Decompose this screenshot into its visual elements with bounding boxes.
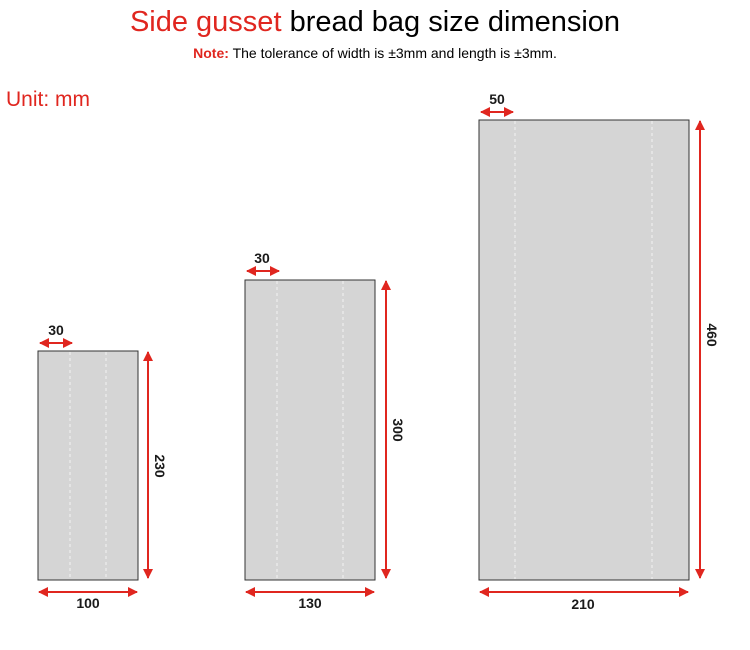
bag-2-width-label: 130 xyxy=(298,595,322,611)
title-accent: Side gusset xyxy=(129,6,282,38)
bag-1: 30 100 230 xyxy=(37,322,168,611)
bag-1-gusset-label: 30 xyxy=(48,322,64,338)
bag-2: 30 130 300 xyxy=(244,250,406,611)
bag-3: 50 210 460 xyxy=(478,91,720,612)
bag-3-gusset-label: 50 xyxy=(489,91,505,107)
bag-2-length-label: 300 xyxy=(390,418,406,442)
page-title: Side gusset bread bag size dimension xyxy=(0,6,750,39)
note-text: The tolerance of width is ±3mm and lengt… xyxy=(232,45,557,61)
bag-3-body xyxy=(478,119,690,581)
bag-1-length-label: 230 xyxy=(152,454,168,478)
bag-3-width-label: 210 xyxy=(571,596,595,612)
bag-1-width-label: 100 xyxy=(76,595,100,611)
note-label: Note: xyxy=(193,45,229,61)
bag-3-length-label: 460 xyxy=(704,323,720,347)
tolerance-note: Note: The tolerance of width is ±3mm and… xyxy=(0,45,750,61)
bag-1-body xyxy=(37,350,139,581)
unit-label: Unit: mm xyxy=(6,88,90,111)
bag-2-gusset-label: 30 xyxy=(254,250,270,266)
title-rest: bread bag size dimension xyxy=(289,6,621,38)
bag-2-body xyxy=(244,279,376,581)
